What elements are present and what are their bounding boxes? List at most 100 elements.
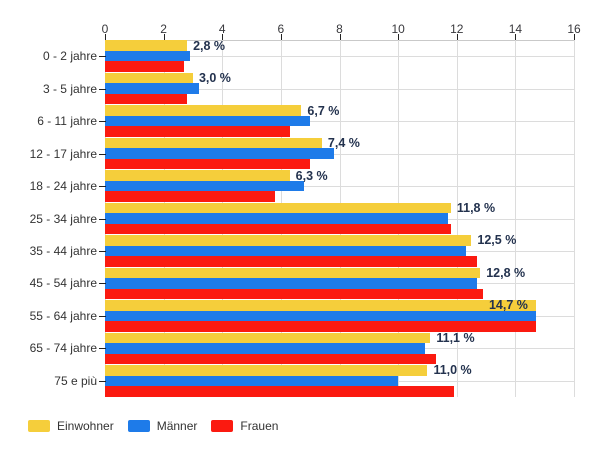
category-tick-mark [99, 153, 106, 155]
x-axis-tick-mark [574, 34, 575, 43]
x-axis-tick-mark [280, 34, 282, 43]
category-label: 25 - 34 jahre [29, 211, 97, 226]
category-label: 12 - 17 jahre [29, 146, 97, 161]
bar-frauen [105, 126, 290, 137]
bar-m-nner [105, 245, 466, 257]
bar-frauen [105, 353, 437, 365]
bar-frauen [105, 191, 275, 202]
bar-m-nner [105, 375, 399, 387]
vertical-gridline [574, 40, 575, 397]
bar-m-nner [105, 115, 311, 127]
legend-swatch [127, 420, 150, 432]
x-axis-tick-label: 14 [508, 22, 523, 36]
horizontal-gridline [105, 153, 574, 155]
bar-einwohner [105, 202, 451, 214]
horizontal-gridline [105, 186, 574, 188]
category-label: 6 - 11 jahre [37, 114, 97, 129]
x-axis-tick-label: 10 [391, 22, 405, 36]
bar-einwohner [105, 267, 481, 279]
bar-einwohner [105, 235, 472, 246]
bar-frauen [105, 288, 484, 300]
legend: Einwohner Männer Frauen [28, 419, 292, 433]
x-axis-tick-mark [163, 34, 165, 43]
bar-frauen [105, 61, 185, 72]
category-label: 45 - 54 jahre [29, 276, 97, 291]
bar-einwohner [105, 332, 431, 344]
x-axis-tick-mark [456, 34, 458, 43]
bar-m-nner [105, 278, 478, 289]
bar-einwohner [105, 365, 428, 376]
value-label: 11,8 % [456, 201, 496, 215]
value-label: 2,8 % [193, 38, 226, 53]
category-label: 75 e più [54, 373, 97, 388]
x-axis-tick-label: 2 [160, 22, 167, 36]
category-tick-mark [99, 315, 106, 317]
category-tick-mark [99, 121, 106, 123]
legend-item-frauen: Frauen [211, 419, 278, 433]
value-label: 11,0 % [433, 363, 472, 378]
bar-m-nner [105, 310, 536, 322]
x-axis-tick-label: 8 [336, 22, 343, 36]
value-label: 6,7 % [307, 103, 340, 118]
category-label: 0 - 2 jahre [42, 49, 97, 64]
plot-area: 2,8 % 3,0 % 6,7 % 7,4 % 6,3 % 11,8 % 12,5 % 12,… [105, 38, 575, 397]
bar-m-nner [105, 50, 190, 62]
value-label: 11,1 % [436, 330, 475, 345]
horizontal-gridline [105, 88, 574, 90]
x-axis-tick-mark [398, 34, 400, 43]
legend-swatch [28, 420, 50, 432]
legend-label: Frauen [240, 419, 279, 433]
bar-einwohner [105, 40, 188, 51]
category-label: 55 - 64 jahre [29, 308, 97, 323]
value-label: 12,5 % [477, 233, 517, 248]
category-tick-mark [99, 348, 106, 350]
bar-frauen [105, 223, 451, 235]
legend-label: Männer [156, 419, 198, 433]
category-tick-mark [99, 380, 106, 382]
bar-einwohner [105, 72, 193, 84]
x-axis-tick-mark [105, 34, 106, 43]
value-label: 14,7 % [488, 298, 528, 313]
value-label: 12,8 % [486, 265, 526, 280]
bar-einwohner [105, 137, 322, 149]
bar-frauen [105, 93, 188, 105]
legend-item-m-nner: Männer [127, 419, 198, 433]
category-label: 3 - 5 jahre [42, 81, 97, 96]
legend-label: Einwohner [57, 419, 114, 433]
horizontal-gridline [105, 121, 574, 123]
x-axis-tick-mark [339, 34, 341, 43]
bar-m-nner [105, 213, 448, 224]
legend-item-einwohner: Einwohner [28, 419, 114, 433]
value-label: 7,4 % [327, 136, 360, 151]
x-axis-tick-label: 16 [567, 22, 581, 36]
bar-m-nner [105, 180, 305, 192]
category-tick-mark [99, 250, 106, 252]
value-label: 6,3 % [295, 168, 328, 183]
bar-frauen [105, 256, 478, 267]
bar-einwohner [105, 300, 536, 311]
bar-einwohner [105, 105, 302, 116]
x-axis-tick-label: 12 [450, 22, 464, 36]
x-axis-tick-label: 4 [218, 22, 226, 36]
category-tick-mark [99, 283, 106, 285]
bar-m-nner [105, 83, 199, 94]
bar-frauen [105, 321, 536, 332]
legend-swatch [211, 420, 234, 432]
value-label: 3,0 % [198, 71, 231, 86]
bar-einwohner [105, 170, 290, 181]
category-tick-mark [99, 186, 106, 188]
x-axis-tick-label: 6 [277, 22, 285, 36]
category-label: 18 - 24 jahre [29, 179, 97, 194]
category-label: 35 - 44 jahre [29, 243, 97, 258]
horizontal-gridline [105, 56, 574, 58]
x-axis-tick-label: 0 [101, 22, 109, 36]
bar-frauen [105, 386, 454, 397]
category-tick-mark [99, 88, 106, 90]
bar-frauen [105, 158, 311, 170]
x-axis-tick-mark [222, 34, 224, 43]
bar-m-nner [105, 343, 425, 354]
category-tick-mark [99, 56, 106, 58]
bar-m-nner [105, 148, 334, 159]
x-axis-tick-mark [515, 34, 517, 43]
